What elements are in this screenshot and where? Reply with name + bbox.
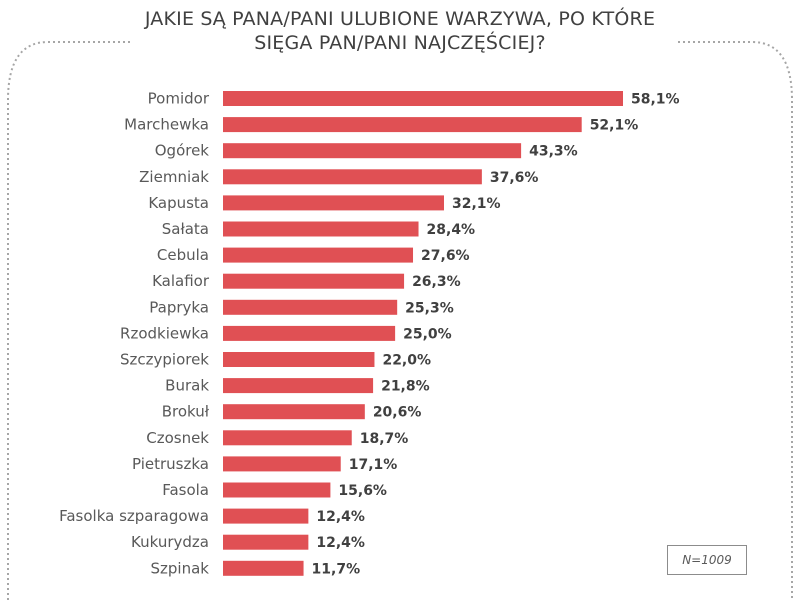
bar	[223, 482, 331, 498]
bar	[223, 273, 405, 289]
category-label: Fasolka szparagowa	[59, 507, 209, 525]
value-label: 52,1%	[590, 118, 639, 134]
category-label: Papryka	[149, 298, 209, 316]
bar	[223, 456, 341, 472]
value-label: 15,6%	[338, 483, 387, 499]
value-label: 27,6%	[421, 248, 470, 264]
value-label: 20,6%	[373, 405, 422, 421]
category-label: Fasola	[162, 481, 209, 499]
value-label: 21,8%	[381, 379, 430, 395]
bar	[223, 91, 623, 106]
bar	[223, 117, 582, 133]
value-label: 22,0%	[382, 353, 431, 369]
bar	[223, 508, 309, 524]
bar	[223, 299, 398, 315]
bar	[223, 143, 522, 159]
category-label: Burak	[165, 377, 209, 395]
bar	[223, 247, 414, 263]
category-label: Szczypiorek	[120, 351, 209, 369]
value-label: 43,3%	[529, 144, 578, 160]
category-label: Kukurydza	[131, 533, 209, 551]
category-label: Sałata	[162, 220, 209, 238]
bar	[223, 534, 309, 550]
category-label: Ogórek	[155, 142, 210, 160]
chart-title-line-1: JAKIE SĄ PANA/PANI ULUBIONE WARZYWA, PO …	[144, 8, 656, 30]
category-label: Kalafior	[152, 272, 210, 290]
bar	[223, 325, 396, 341]
value-label: 18,7%	[360, 431, 409, 447]
bar	[223, 378, 374, 394]
bar	[223, 352, 375, 367]
category-label: Czosnek	[146, 429, 209, 447]
category-label: Brokuł	[162, 403, 210, 421]
value-label: 58,1%	[631, 92, 680, 108]
bar	[223, 404, 365, 420]
category-label: Rzodkiewka	[120, 324, 209, 342]
value-label: 37,6%	[490, 170, 539, 186]
value-label: 12,4%	[316, 509, 365, 525]
category-label: Pietruszka	[132, 455, 209, 473]
value-label: 11,7%	[312, 561, 361, 577]
category-label: Ziemniak	[139, 168, 209, 186]
bar	[223, 430, 352, 446]
bar	[223, 221, 419, 237]
sample-size-note: N=1009	[667, 545, 747, 575]
value-label: 17,1%	[349, 457, 398, 473]
value-label: 32,1%	[452, 196, 501, 212]
bar	[223, 195, 444, 211]
category-label: Kapusta	[148, 194, 209, 212]
bar	[223, 560, 304, 576]
value-label: 26,3%	[412, 274, 461, 290]
bar	[223, 169, 482, 185]
category-label: Pomidor	[148, 90, 210, 108]
category-label: Marchewka	[124, 116, 209, 134]
value-label: 25,3%	[405, 300, 454, 316]
chart-title-line-2: SIĘGA PAN/PANI NAJCZĘŚCIEJ?	[254, 32, 546, 54]
category-label: Szpinak	[151, 559, 210, 577]
value-label: 12,4%	[316, 535, 365, 551]
category-label: Cebula	[157, 246, 209, 264]
value-label: 28,4%	[427, 222, 476, 238]
value-label: 25,0%	[403, 326, 452, 342]
